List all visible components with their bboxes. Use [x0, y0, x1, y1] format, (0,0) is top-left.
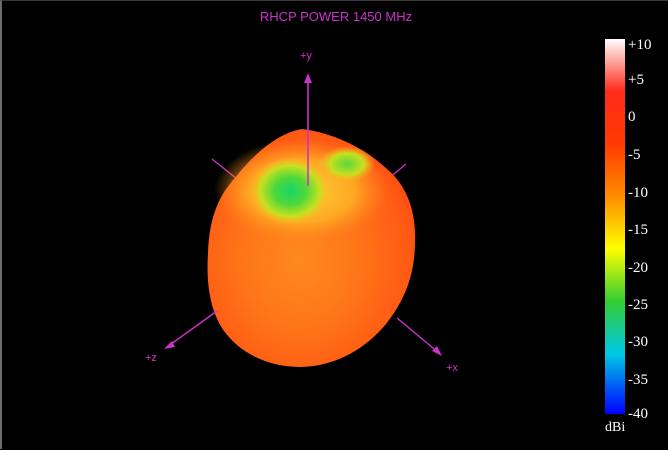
colorbar-tick: -40: [628, 406, 648, 422]
y-axis-label: +y: [300, 50, 312, 62]
plot-title: RHCP POWER 1450 MHz: [259, 9, 413, 24]
colorbar-tick: -30: [628, 334, 648, 350]
colorbar-tick: -15: [628, 222, 648, 238]
colorbar-tick: -10: [628, 185, 648, 201]
colorbar-tick: -25: [628, 297, 648, 313]
colorbar-tick: -5: [628, 147, 641, 163]
colorbar-tick: -35: [628, 372, 648, 388]
colorbar-unit: dBi: [605, 420, 626, 435]
null-region-left: [250, 157, 330, 225]
x-axis-arrow: [432, 346, 442, 356]
colorbar-tick: 0: [628, 109, 636, 125]
z-axis-arrow: [164, 341, 175, 349]
y-axis-arrow: [304, 73, 312, 83]
color-scale-bar: [605, 39, 625, 414]
z-axis-line: [166, 310, 218, 348]
z-axis-label: +z: [145, 352, 157, 364]
null-region-right: [319, 146, 375, 182]
x-axis-line: [396, 317, 440, 354]
x-axis-label: +x: [446, 362, 458, 374]
colorbar-tick: +10: [628, 37, 652, 53]
colorbar-tick: +5: [628, 72, 644, 88]
colorbar-tick: -20: [628, 260, 648, 276]
